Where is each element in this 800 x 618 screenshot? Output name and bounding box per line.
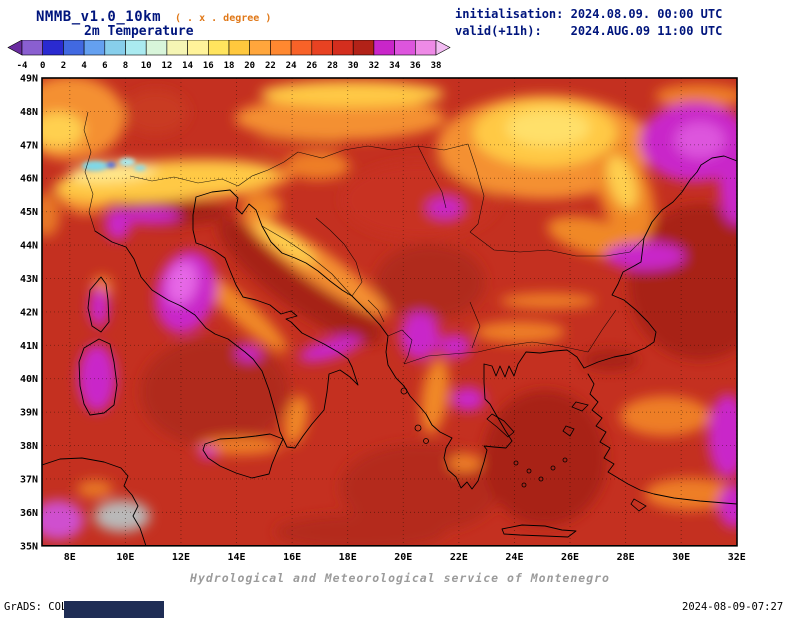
country-borders (83, 111, 645, 365)
colorbar-tick-label: 14 (182, 61, 193, 71)
colorbar-tick-label: 28 (327, 61, 338, 71)
y-tick-label: 36N (20, 508, 38, 519)
axis-labels: 8E 10E 12E 14E 16E 18E 20E 22E 24E 26E 28E 30E 32E 49… (20, 74, 746, 563)
x-tick-label: 8E (64, 552, 76, 563)
colorbar-tick-label: 32 (368, 61, 379, 71)
y-tick-label: 45N (20, 207, 38, 218)
render-timestamp: 2024-08-09-07:27 (682, 601, 784, 613)
bottom-dark-block (64, 601, 164, 618)
y-tick-label: 44N (20, 241, 38, 252)
x-tick-label: 18E (339, 552, 357, 563)
x-tick-label: 26E (561, 552, 579, 563)
coastline-turkey-aegean (587, 373, 737, 505)
variable-label: 2m Temperature (84, 24, 194, 39)
colorbar-tick-label: 8 (123, 61, 128, 71)
model-title: NMMB_v1.0_10km (36, 9, 162, 25)
y-tick-label: 37N (20, 474, 38, 485)
colorbar-tick-label: -4 (17, 61, 28, 71)
x-tick-label: 24E (505, 552, 523, 563)
colorbar-above-range-cap (435, 40, 451, 56)
colorbar-tick-label: 30 (348, 61, 359, 71)
y-tick-label: 40N (20, 374, 38, 385)
x-tick-label: 30E (672, 552, 690, 563)
y-tick-label: 39N (20, 408, 38, 419)
coastline-sardinia (78, 338, 118, 416)
colorbar-tick-label: 36 (410, 61, 421, 71)
x-tick-label: 20E (394, 552, 412, 563)
map-frame (41, 77, 738, 547)
coastline-crete (501, 524, 577, 538)
x-tick-label: 12E (172, 552, 190, 563)
coastlines-and-borders (42, 111, 737, 546)
colorbar-tick-label: 0 (40, 61, 45, 71)
coastline-balkans (229, 189, 585, 490)
y-tick-label: 38N (20, 441, 38, 452)
x-tick-label: 22E (450, 552, 468, 563)
x-tick-label: 28E (617, 552, 635, 563)
temperature-field (42, 78, 737, 546)
coastline-corsica (87, 276, 110, 333)
x-tick-label: 32E (728, 552, 746, 563)
y-tick-label: 47N (20, 140, 38, 151)
colorbar-tick-label: 2 (61, 61, 66, 71)
colorbar-tick-label: 18 (224, 61, 235, 71)
colorbar-tick-label: 6 (102, 61, 107, 71)
y-tick-label: 35N (20, 541, 38, 552)
colorbar-tick-label: 34 (389, 61, 400, 71)
colorbar-tick-label: 38 (431, 61, 442, 71)
colorbar-tick-label: 12 (161, 61, 172, 71)
y-tick-label: 41N (20, 341, 38, 352)
valid-time-line: valid(+11h): 2024.AUG.09 11:00 UTC (455, 24, 723, 38)
colorbar-tick-label: 4 (81, 61, 87, 71)
colorbar-tick-label: 22 (265, 61, 276, 71)
y-tick-label: 46N (20, 174, 38, 185)
resolution-note: ( . x . degree ) (175, 13, 272, 24)
x-tick-label: 14E (228, 552, 246, 563)
y-tick-label: 49N (20, 74, 38, 85)
coastline-sicily (202, 433, 284, 479)
y-tick-label: 42N (20, 307, 38, 318)
title-row: NMMB_v1.0_10km ( . x . degree ) (36, 6, 271, 25)
colorbar-tick-label: 10 (141, 61, 152, 71)
coastline-north-africa (42, 457, 147, 546)
y-tick-label: 48N (20, 107, 38, 118)
x-tick-label: 16E (283, 552, 301, 563)
colorbar-tick-label: 26 (306, 61, 317, 71)
x-tick-label: 10E (116, 552, 134, 563)
y-tick-label: 43N (20, 274, 38, 285)
colorbar-tick-label: 20 (244, 61, 255, 71)
aegean-islands (400, 387, 647, 512)
service-footer-line: Hydrological and Meteorological service … (190, 571, 610, 585)
colorbar-tick-label: 24 (286, 61, 297, 71)
colorbar-tick-label: 16 (203, 61, 214, 71)
coastline-marmara-blacksea (583, 155, 737, 369)
initialisation-line: initialisation: 2024.08.09. 00:00 UTC (455, 7, 723, 21)
temperature-colorbar: -4 0 2 4 6 8 10 12 14 16 18 20 22 24 26 28 30 32 34 36 38 (7, 40, 451, 71)
coastline-italy (94, 189, 359, 449)
